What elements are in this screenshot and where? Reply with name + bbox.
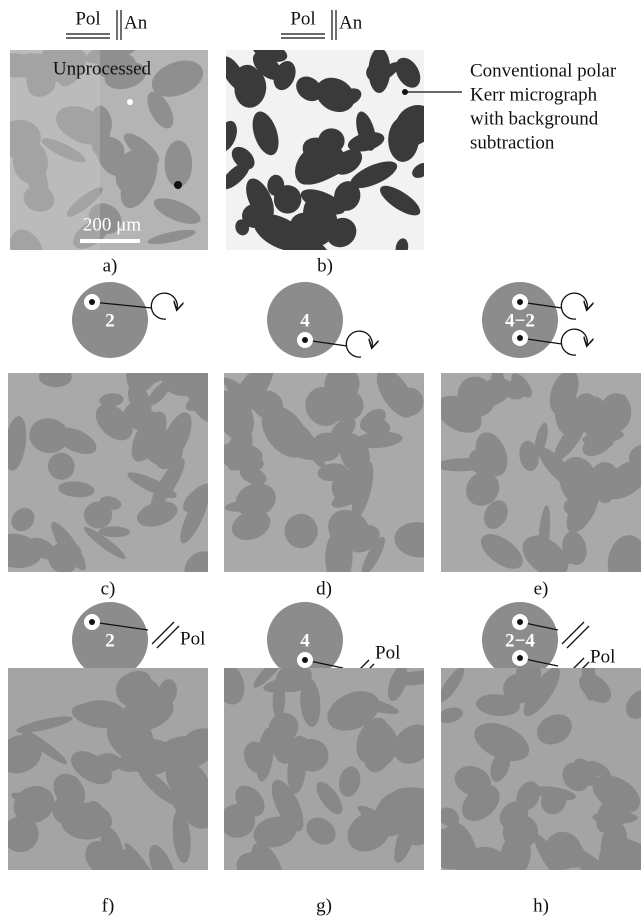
micrograph — [0, 349, 232, 595]
spot-label: 4−2 — [505, 310, 535, 331]
spot-label: 4 — [300, 630, 310, 651]
micrograph — [207, 350, 445, 585]
rotation-arrow — [151, 293, 177, 319]
note-line: with background — [470, 108, 599, 129]
panel-label: c) — [101, 578, 116, 599]
an-label: An — [124, 12, 148, 33]
rotation-arrow — [346, 331, 372, 357]
panel-label: g) — [316, 895, 332, 916]
pol-mark — [157, 626, 179, 648]
pol-label: Pol — [180, 628, 205, 649]
spot-label: 2 — [105, 310, 115, 331]
spot-center — [302, 337, 308, 343]
figure: Pol An Pol An Unprocessed 200 μm a) Conventiona… — [0, 0, 641, 924]
spot-center — [89, 619, 95, 625]
rotation-arrow — [561, 329, 587, 355]
micrograph — [212, 38, 448, 268]
pol-mark — [152, 622, 174, 644]
spot-center — [517, 619, 523, 625]
scale-text: 200 μm — [83, 214, 141, 235]
spot-label: 4 — [300, 310, 310, 331]
micrograph — [208, 654, 447, 901]
panel-label: a) — [103, 255, 118, 276]
pol-label: Pol — [375, 642, 400, 663]
spot-center — [517, 299, 523, 305]
pol-label: Pol — [75, 8, 100, 29]
micrograph — [425, 650, 641, 900]
panel-label: h) — [533, 895, 549, 916]
spot-center — [302, 657, 308, 663]
panel-label: b) — [317, 255, 333, 276]
pointer-dot — [402, 89, 408, 95]
pol-label: Pol — [290, 8, 315, 29]
pol-mark — [562, 622, 584, 644]
defect — [174, 181, 182, 189]
note-line: Kerr micrograph — [470, 84, 598, 105]
micrograph — [0, 666, 230, 897]
pol-mark — [567, 626, 589, 648]
note-line: subtraction — [470, 132, 555, 153]
spot-label: 2 — [105, 630, 115, 651]
note-line: Conventional polar — [470, 60, 617, 81]
spot-center — [89, 299, 95, 305]
domain — [219, 804, 255, 838]
micrograph — [430, 366, 641, 590]
defect — [127, 99, 133, 105]
spot-center — [517, 655, 523, 661]
rotation-arrow — [561, 293, 587, 319]
spot-center — [517, 335, 523, 341]
panel-label: d) — [316, 578, 332, 599]
pol-label: Pol — [590, 646, 615, 667]
panel-label: f) — [102, 895, 115, 916]
spot-label: 2−4 — [505, 630, 535, 651]
caption: Unprocessed — [53, 58, 152, 79]
domain — [165, 140, 193, 187]
scale-bar — [80, 239, 140, 243]
an-label: An — [339, 12, 363, 33]
panel-label: e) — [534, 578, 549, 599]
